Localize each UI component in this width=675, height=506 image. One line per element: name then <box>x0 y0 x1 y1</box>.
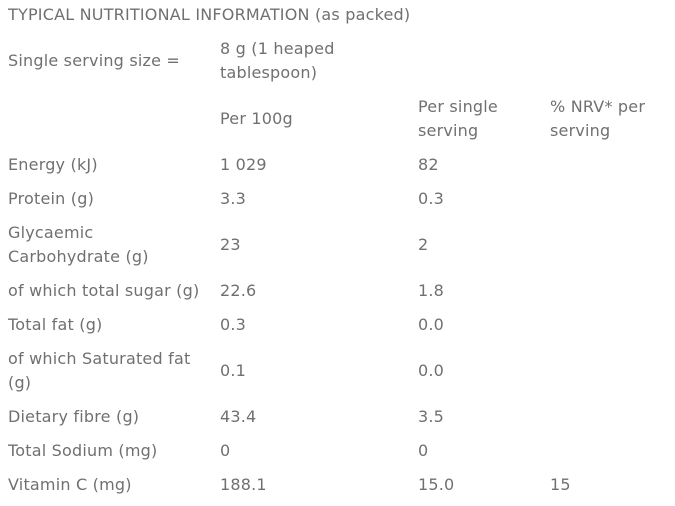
row-protein-serving: 0.3 <box>418 189 445 208</box>
row-sodium-name: Total Sodium (mg) <box>8 441 158 460</box>
row-sugar-name: of which total sugar (g) <box>8 281 200 300</box>
row-protein-name: Protein (g) <box>8 189 95 208</box>
row-fibre-per100: 43.4 <box>220 407 257 426</box>
row-sodium-serving: 0 <box>418 441 429 460</box>
header-per-serving-line2: serving <box>418 121 479 140</box>
row-fibre-serving: 3.5 <box>418 407 445 426</box>
row-energy-per100: 1 029 <box>220 155 267 174</box>
header-nrv-line1: % NRV* per <box>550 97 646 116</box>
row-fat-per100: 0.3 <box>220 315 247 334</box>
header-per-100g: Per 100g <box>220 109 293 128</box>
row-vitamin-c-per100: 188.1 <box>220 475 267 494</box>
row-sugar-serving: 1.8 <box>418 281 445 300</box>
row-vitamin-c-name: Vitamin C (mg) <box>8 475 132 494</box>
row-fibre-name: Dietary fibre (g) <box>8 407 140 426</box>
row-sodium-per100: 0 <box>220 441 231 460</box>
serving-size-value-line2: tablespoon) <box>220 63 318 82</box>
row-vitamin-c-nrv: 15 <box>550 475 571 494</box>
serving-size-label: Single serving size = <box>8 51 181 70</box>
header-nrv-line2: serving <box>550 121 611 140</box>
serving-size-value-line1: 8 g (1 heaped <box>220 39 335 58</box>
row-carbohydrate-name-line1: Glycaemic <box>8 223 94 242</box>
row-carbohydrate-per100: 23 <box>220 235 241 254</box>
row-saturated-fat-serving: 0.0 <box>418 361 445 380</box>
row-fat-serving: 0.0 <box>418 315 445 334</box>
row-sugar-per100: 22.6 <box>220 281 257 300</box>
row-energy-name: Energy (kJ) <box>8 155 98 174</box>
page-title: TYPICAL NUTRITIONAL INFORMATION (as pack… <box>8 5 411 24</box>
row-carbohydrate-name-line2: Carbohydrate (g) <box>8 247 149 266</box>
row-vitamin-c-serving: 15.0 <box>418 475 455 494</box>
row-protein-per100: 3.3 <box>220 189 247 208</box>
row-energy-serving: 82 <box>418 155 439 174</box>
row-saturated-fat-per100: 0.1 <box>220 361 247 380</box>
row-fat-name: Total fat (g) <box>8 315 103 334</box>
row-carbohydrate-serving: 2 <box>418 235 429 254</box>
row-saturated-fat-name-line1: of which Saturated fat <box>8 349 191 368</box>
header-per-serving-line1: Per single <box>418 97 498 116</box>
row-saturated-fat-name-line2: (g) <box>8 373 32 392</box>
